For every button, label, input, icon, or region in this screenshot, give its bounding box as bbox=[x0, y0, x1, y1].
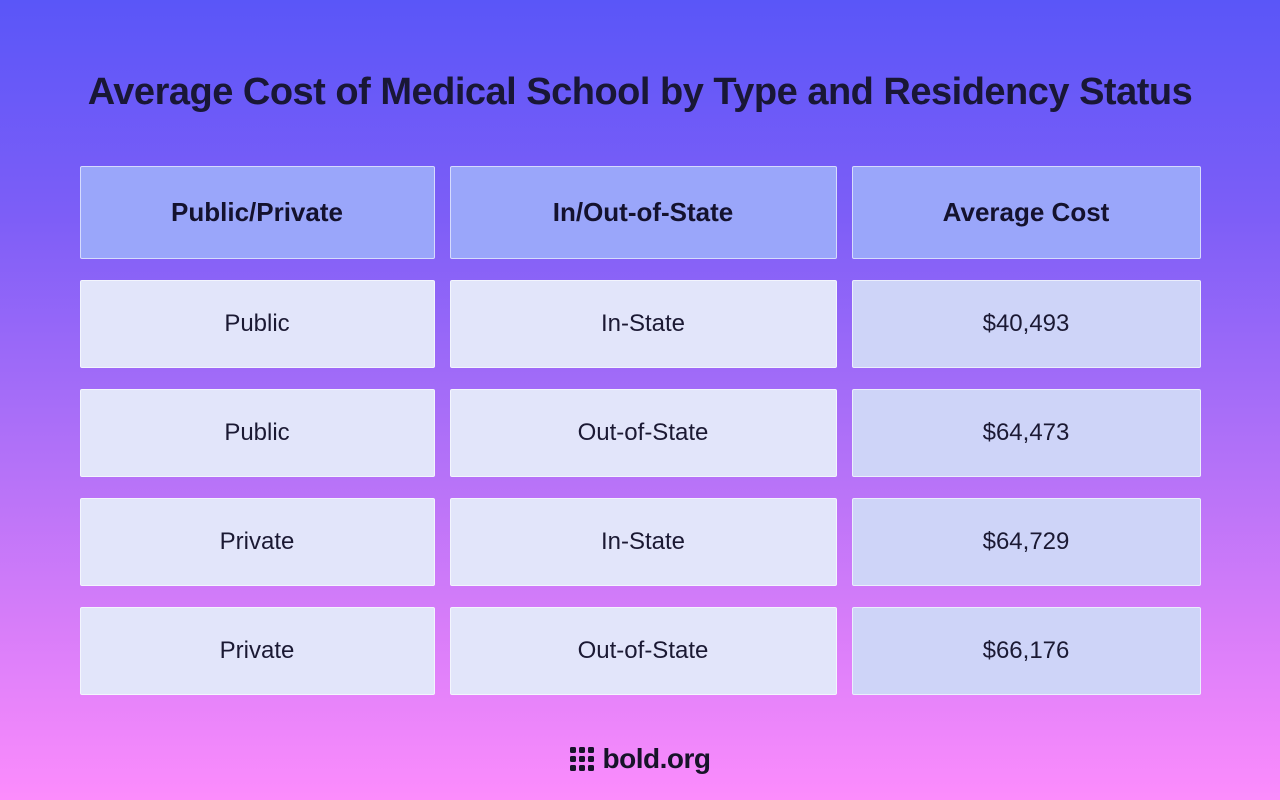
table-cell-cost: $66,176 bbox=[851, 607, 1201, 695]
column-header-average-cost: Average Cost bbox=[851, 166, 1201, 259]
table-cell-type: Public bbox=[79, 280, 435, 368]
column-header-residency: In/Out-of-State bbox=[449, 166, 837, 259]
table-cell-cost: $64,473 bbox=[851, 389, 1201, 477]
grid-icon bbox=[569, 747, 594, 771]
footer-logo: bold.org bbox=[0, 743, 1280, 775]
table-cell-residency: In-State bbox=[449, 280, 837, 368]
table-cell-cost: $40,493 bbox=[851, 280, 1201, 368]
page-title: Average Cost of Medical School by Type a… bbox=[87, 71, 1193, 113]
bold-org-wordmark: bold.org bbox=[602, 743, 711, 774]
table-cell-residency: Out-of-State bbox=[449, 607, 837, 695]
table-cell-type: Private bbox=[79, 607, 435, 695]
table-cell-residency: In-State bbox=[449, 498, 837, 586]
column-header-public-private: Public/Private bbox=[79, 166, 435, 259]
table-cell-residency: Out-of-State bbox=[449, 389, 837, 477]
table-cell-cost: $64,729 bbox=[851, 498, 1201, 586]
table-cell-type: Public bbox=[79, 389, 435, 477]
table-cell-type: Private bbox=[79, 498, 435, 586]
cost-table: Public/Private In/Out-of-State Average C… bbox=[79, 166, 1201, 695]
